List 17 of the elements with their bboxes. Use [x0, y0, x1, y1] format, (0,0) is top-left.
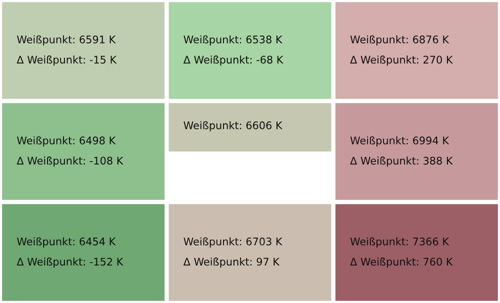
data-label: Weißpunkt: 6591 K: [17, 35, 116, 46]
data-label: Δ Weißpunkt: -68 K: [183, 56, 284, 66]
data-label: Δ Weißpunkt: 270 K: [350, 56, 453, 66]
data-label: Δ Weißpunkt: -108 K: [16, 156, 124, 167]
data-label: Weißpunkt: 6703 K: [184, 237, 283, 248]
data-label: Weißpunkt: 6498 K: [17, 136, 116, 146]
data-label: Δ Weißpunkt: -15 K: [16, 56, 117, 66]
data-label: Weißpunkt: 6538 K: [184, 35, 283, 46]
data-label: Weißpunkt: 6876 K: [350, 35, 450, 46]
data-label: Δ Weißpunkt: -152 K: [16, 258, 124, 268]
data-label: Weißpunkt: 6606 K: [184, 121, 283, 132]
data-label: Δ Weißpunkt: 760 K: [350, 258, 453, 268]
data-label: Weißpunkt: 7366 K: [350, 237, 450, 248]
data-label: Δ Weißpunkt: 97 K: [183, 258, 280, 268]
data-label: Weißpunkt: 6994 K: [350, 136, 450, 146]
data-label: Weißpunkt: 6454 K: [17, 237, 116, 248]
data-label: Δ Weißpunkt: 388 K: [350, 156, 453, 167]
